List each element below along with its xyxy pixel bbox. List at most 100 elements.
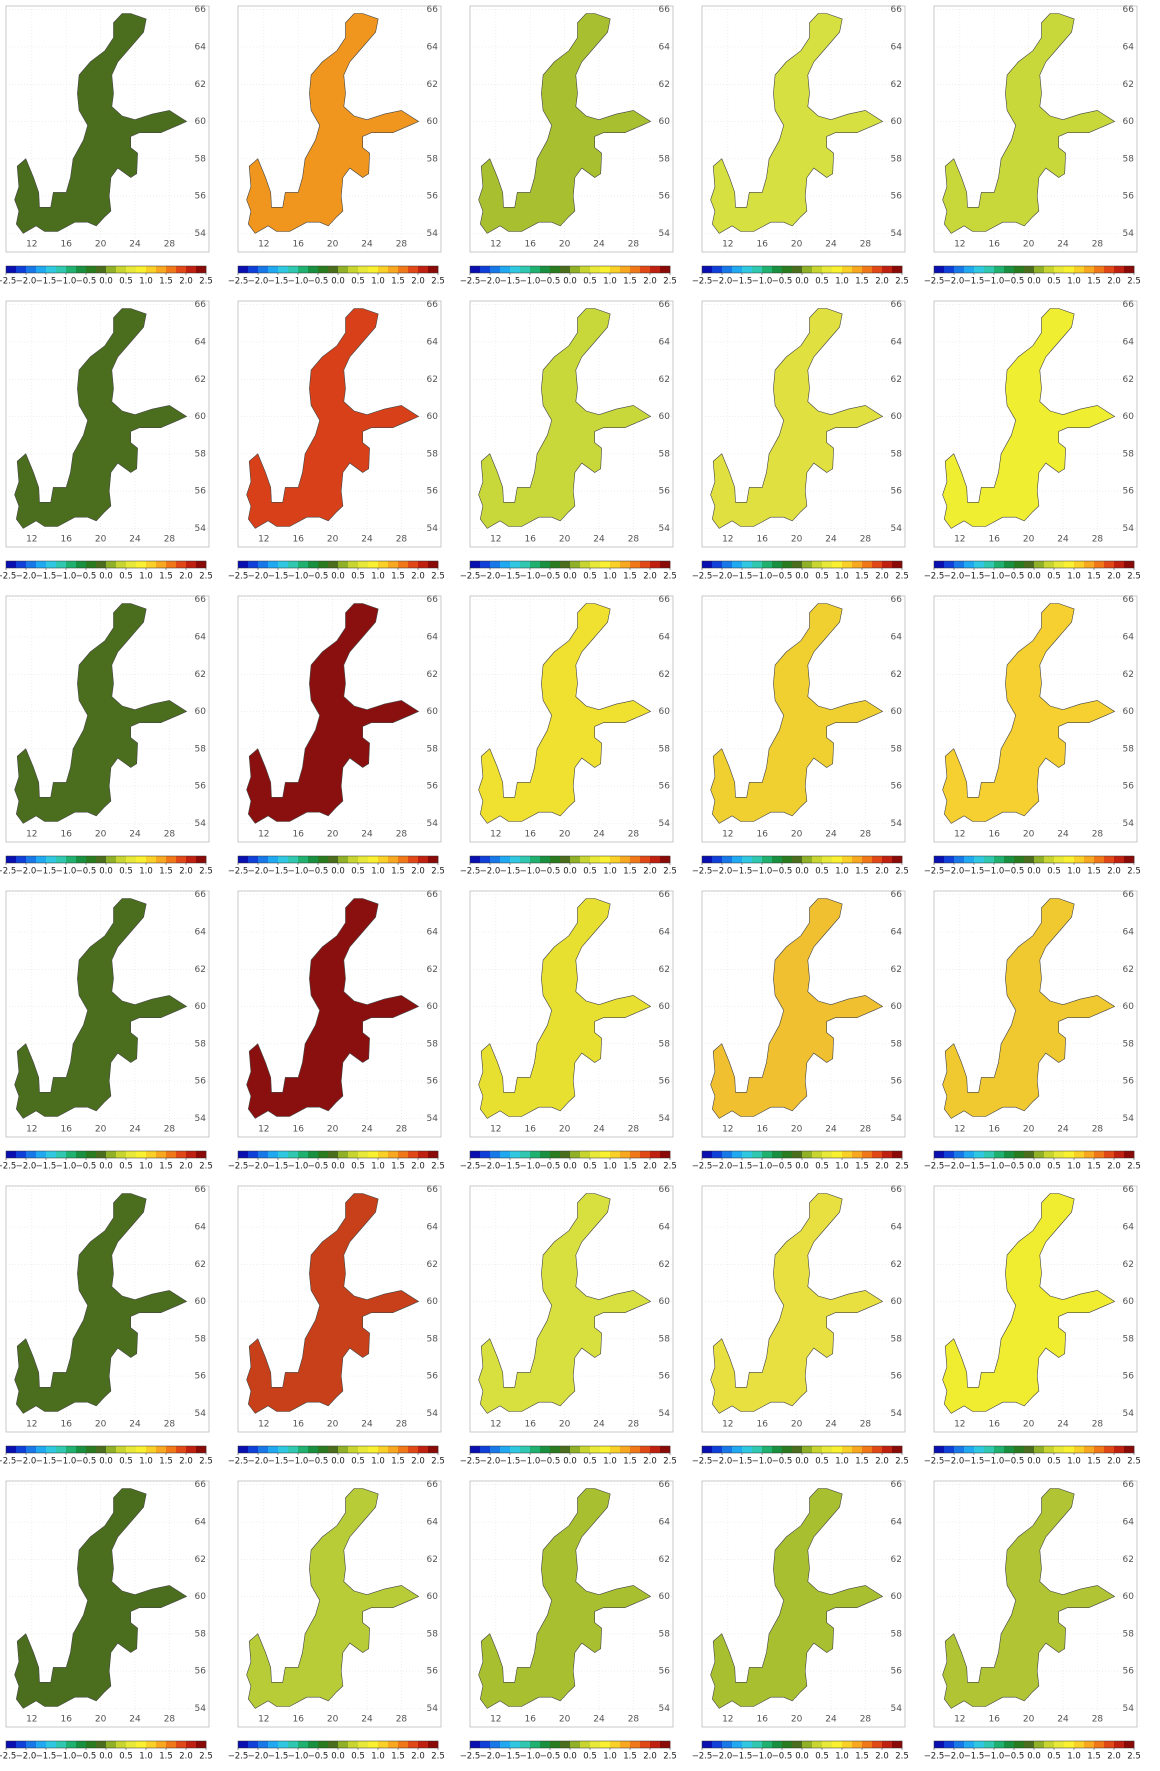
lat-tick-label: 64 xyxy=(1123,633,1135,643)
colorbar-segment xyxy=(378,1446,389,1453)
colorbar-segment xyxy=(994,266,1005,273)
colorbar-segment xyxy=(86,1151,97,1158)
colorbar-tick-label: 1.5 xyxy=(1087,1162,1101,1172)
colorbar-tick-label: 2.0 xyxy=(643,1162,657,1172)
lat-tick-label: 58 xyxy=(659,1629,671,1639)
colorbar-segment xyxy=(196,1446,207,1453)
colorbar-tick-label: 2.5 xyxy=(199,867,213,877)
lat-tick-label: 62 xyxy=(195,1260,206,1270)
colorbar-tick-label: −2.0 xyxy=(944,277,965,287)
colorbar-tick-label: 0.5 xyxy=(815,1752,829,1762)
colorbar-tick-label: −0.5 xyxy=(540,867,561,877)
colorbar-segment xyxy=(822,561,833,568)
lat-tick-label: 64 xyxy=(659,338,671,348)
lat-tick-label: 58 xyxy=(427,1334,439,1344)
lon-tick-label: 24 xyxy=(129,1420,141,1430)
colorbar-segment xyxy=(560,1151,571,1158)
colorbar-segment xyxy=(772,561,783,568)
colorbar-segment xyxy=(1044,856,1055,863)
lat-tick-label: 58 xyxy=(1123,1039,1135,1049)
lat-tick-label: 54 xyxy=(891,1409,903,1419)
colorbar-tick-label: −1.0 xyxy=(288,1457,309,1467)
colorbar-tick-label: −0.5 xyxy=(308,1457,329,1467)
map-panel: 12 16 20 24 28 54 56 58 60 62 64 66 −2.5−2.0−1.5−1.0… xyxy=(0,595,213,876)
lon-tick-label: 28 xyxy=(1092,1715,1104,1725)
colorbar-tick-label: −1.5 xyxy=(732,1457,753,1467)
lon-tick-label: 16 xyxy=(524,830,536,840)
colorbar-segment xyxy=(186,856,197,863)
colorbar-tick-label: 1.0 xyxy=(139,1162,153,1172)
lat-tick-label: 66 xyxy=(427,890,439,900)
colorbar-tick-label: −0.5 xyxy=(308,1162,329,1172)
lat-tick-label: 64 xyxy=(195,928,207,938)
colorbar-segment xyxy=(560,1741,571,1748)
colorbar-segment xyxy=(560,1446,571,1453)
lat-tick-label: 60 xyxy=(891,117,903,127)
colorbar-tick-label: −1.5 xyxy=(500,1162,521,1172)
lon-tick-label: 12 xyxy=(490,1125,501,1135)
sea-area xyxy=(14,1488,188,1709)
colorbar-tick-label: 0.0 xyxy=(795,1457,809,1467)
colorbar-segment xyxy=(822,1741,833,1748)
lat-tick-label: 62 xyxy=(427,670,438,680)
colorbar-tick-label: 2.5 xyxy=(199,572,213,582)
colorbar-tick-label: 2.5 xyxy=(431,572,445,582)
colorbar-segment xyxy=(358,1446,369,1453)
colorbar-segment xyxy=(46,561,57,568)
lon-tick-label: 24 xyxy=(129,1715,141,1725)
colorbar-tick-label: 2.0 xyxy=(643,277,657,287)
lon-tick-label: 28 xyxy=(628,1715,640,1725)
colorbar-segment xyxy=(1074,266,1085,273)
lat-tick-label: 54 xyxy=(195,1704,207,1714)
lat-tick-label: 54 xyxy=(427,819,439,829)
lon-tick-label: 12 xyxy=(258,1420,269,1430)
lat-tick-label: 60 xyxy=(195,117,207,127)
colorbar-segment xyxy=(1004,1446,1015,1453)
lon-tick-label: 16 xyxy=(988,535,1000,545)
colorbar-tick-label: 1.0 xyxy=(1067,1752,1081,1762)
colorbar-segment xyxy=(772,1741,783,1748)
colorbar-segment xyxy=(702,266,713,273)
colorbar-tick-label: −1.0 xyxy=(752,1457,773,1467)
colorbar-segment xyxy=(802,1741,813,1748)
lon-tick-label: 12 xyxy=(258,1715,269,1725)
colorbar-tick-label: 1.5 xyxy=(1087,1752,1101,1762)
colorbar-segment xyxy=(328,1741,339,1748)
colorbar-segment xyxy=(338,1446,349,1453)
colorbar-segment xyxy=(862,266,873,273)
colorbar-segment xyxy=(418,1741,429,1748)
sea-area xyxy=(942,1488,1116,1709)
colorbar-segment xyxy=(882,266,893,273)
colorbar-segment xyxy=(1074,856,1085,863)
colorbar-tick-label: −1.5 xyxy=(732,867,753,877)
colorbar-segment xyxy=(136,1741,147,1748)
lat-tick-label: 60 xyxy=(195,412,207,422)
colorbar-tick-label: 1.5 xyxy=(1087,572,1101,582)
colorbar-segment xyxy=(368,1446,379,1453)
lon-tick-label: 16 xyxy=(292,535,304,545)
lon-tick-label: 28 xyxy=(1092,240,1104,250)
lon-tick-label: 28 xyxy=(860,1420,872,1430)
colorbar-segment xyxy=(1004,1741,1015,1748)
colorbar-tick-label: −2.5 xyxy=(924,1752,945,1762)
colorbar-segment xyxy=(480,1446,491,1453)
colorbar-tick-label: 0.0 xyxy=(1027,572,1041,582)
lat-tick-label: 58 xyxy=(659,449,671,459)
colorbar-segment xyxy=(500,561,511,568)
colorbar-tick-label: −2.5 xyxy=(460,1457,481,1467)
colorbar-segment xyxy=(96,561,107,568)
colorbar-tick-label: −1.5 xyxy=(268,1752,289,1762)
colorbar-segment xyxy=(1114,856,1125,863)
colorbar-segment xyxy=(570,561,581,568)
colorbar-segment xyxy=(196,1151,207,1158)
colorbar-segment xyxy=(792,856,803,863)
colorbar-tick-label: 0.5 xyxy=(119,1752,133,1762)
colorbar-segment xyxy=(722,1446,733,1453)
colorbar-tick-label: −1.5 xyxy=(500,1752,521,1762)
lat-tick-label: 56 xyxy=(659,487,671,497)
colorbar-segment xyxy=(630,1446,641,1453)
